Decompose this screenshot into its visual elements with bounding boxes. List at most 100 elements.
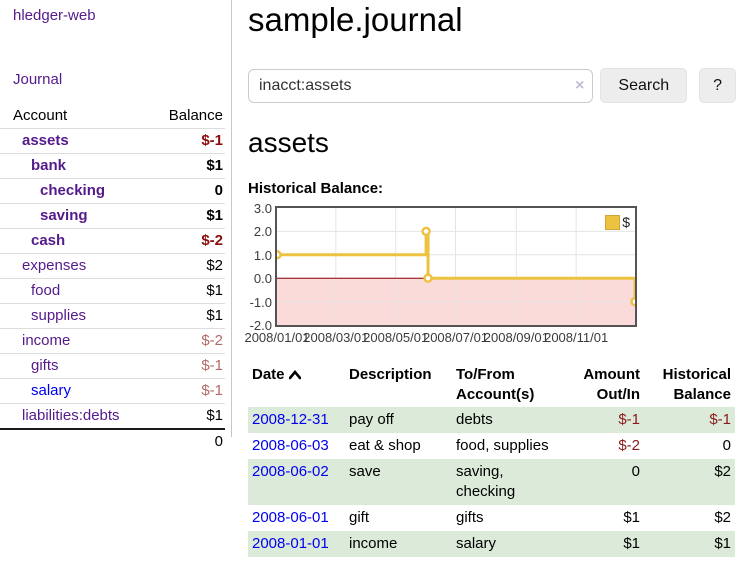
transaction-amount: $1 — [623, 535, 640, 552]
data-point-marker — [630, 296, 635, 307]
transaction-accounts: food, supplies — [456, 437, 549, 454]
transaction-description: income — [349, 535, 398, 552]
account-row: expenses $2 — [0, 253, 225, 279]
search-box: × — [248, 68, 594, 103]
sidebar-item-journal[interactable]: Journal — [13, 71, 63, 88]
account-row: bank $1 — [0, 153, 225, 179]
account-row: cash $-2 — [0, 228, 225, 254]
y-tick-label: 2.0 — [253, 224, 272, 240]
transaction-amount: 0 — [631, 463, 640, 480]
y-tick-label: 3.0 — [253, 201, 272, 216]
account-balance: $-1 — [140, 378, 225, 404]
register-col-amount: Amount Out/In — [583, 366, 640, 403]
transaction-description: eat & shop — [349, 437, 421, 454]
register-col-date[interactable]: Date — [248, 363, 345, 407]
account-link-income[interactable]: income — [22, 332, 71, 349]
account-link-salary[interactable]: salary — [31, 382, 72, 399]
data-point-marker — [421, 226, 431, 237]
accounts-total-balance: 0 — [140, 428, 225, 454]
account-row: salary $-1 — [0, 378, 225, 404]
transaction-accounts: salary — [456, 535, 497, 552]
register-row[interactable]: 2008-01-01 income salary $1 $1 — [248, 531, 735, 557]
account-link-liabilities-debts[interactable]: liabilities:debts — [22, 407, 120, 424]
account-link-gifts[interactable]: gifts — [31, 357, 59, 374]
transaction-date-link[interactable]: 2008-06-02 — [252, 463, 329, 480]
transaction-accounts: gifts — [456, 509, 484, 526]
account-link-food[interactable]: food — [31, 282, 61, 299]
account-row: liabilities:debts $1 — [0, 403, 225, 430]
search-button[interactable]: Search — [600, 68, 688, 103]
account-link-cash[interactable]: cash — [31, 232, 66, 249]
transaction-date-link[interactable]: 2008-06-01 — [252, 509, 329, 526]
register-col-balance: Historical Balance — [662, 366, 731, 403]
account-link-saving[interactable]: saving — [40, 207, 88, 224]
account-balance: $1 — [140, 203, 225, 229]
account-balance: $-1 — [140, 353, 225, 379]
account-link-assets[interactable]: assets — [22, 132, 69, 149]
transaction-balance: $-1 — [709, 411, 731, 428]
y-tick-label: -1.0 — [249, 294, 272, 310]
account-balance: $2 — [140, 253, 225, 279]
data-point-marker — [423, 273, 433, 283]
account-row: assets $-1 — [0, 128, 225, 154]
transaction-description: pay off — [349, 411, 394, 428]
y-tick-label: 1.0 — [253, 247, 272, 263]
app-title-link[interactable]: hledger-web — [13, 7, 96, 24]
search-form: × Search ? — [248, 68, 736, 103]
accounts-col-account: Account — [0, 104, 140, 129]
account-balance: $-2 — [140, 228, 225, 254]
page-title: sample.journal — [248, 1, 463, 38]
register-table: Date Description To/From Account(s) Amou… — [248, 363, 735, 557]
x-tick-label: 2008/07/01 — [422, 330, 489, 345]
register-row[interactable]: 2008-12-31 pay off debts $-1 $-1 — [248, 407, 735, 433]
account-balance: $1 — [140, 403, 225, 430]
app-title: hledger-web — [0, 0, 231, 24]
transaction-amount: $-1 — [618, 411, 640, 428]
transaction-date-link[interactable]: 2008-06-03 — [252, 437, 329, 454]
account-row: income $-2 — [0, 328, 225, 354]
transaction-description: save — [349, 463, 381, 480]
transaction-amount: $-2 — [618, 437, 640, 454]
transaction-date-link[interactable]: 2008-01-01 — [252, 535, 329, 552]
account-row: checking 0 — [0, 178, 225, 204]
sort-ascending-icon — [288, 366, 301, 386]
register-row[interactable]: 2008-06-02 save saving, checking 0 $2 — [248, 459, 735, 505]
legend-label: $ — [622, 214, 630, 230]
y-tick-label: -2.0 — [249, 318, 272, 333]
accounts-total-row: 0 — [0, 428, 225, 454]
register-row[interactable]: 2008-06-01 gift gifts $1 $2 — [248, 505, 735, 531]
x-tick-label: 2008/01/01 — [244, 330, 310, 345]
search-input[interactable] — [248, 68, 594, 103]
account-balance: $-1 — [140, 128, 225, 154]
account-link-supplies[interactable]: supplies — [31, 307, 87, 324]
account-link-checking[interactable]: checking — [40, 182, 106, 199]
sidebar: hledger-web Journal Account Balance asse… — [0, 0, 232, 454]
register-col-tofrom: To/From Account(s) — [456, 366, 535, 403]
account-balance: $1 — [140, 153, 225, 179]
account-row: saving $1 — [0, 203, 225, 229]
clear-search-icon[interactable]: × — [575, 76, 585, 94]
account-link-bank[interactable]: bank — [31, 157, 67, 174]
register-col-description: Description — [349, 366, 432, 383]
sidebar-nav: Journal — [0, 24, 231, 88]
legend-swatch-icon — [605, 214, 621, 230]
account-row: food $1 — [0, 278, 225, 304]
account-row: supplies $1 — [0, 303, 225, 329]
transaction-date-link[interactable]: 2008-12-31 — [252, 411, 329, 428]
register-header-row: Date Description To/From Account(s) Amou… — [248, 363, 735, 407]
chart-title: Historical Balance: — [248, 180, 384, 197]
chart-canvas — [277, 208, 635, 325]
account-balance: 0 — [140, 178, 225, 204]
account-heading: assets — [248, 127, 329, 158]
chart-plot-area[interactable]: $ — [275, 206, 637, 327]
register-row[interactable]: 2008-06-03 eat & shop food, supplies $-2 0 — [248, 433, 735, 459]
account-link-expenses[interactable]: expenses — [22, 257, 87, 274]
account-balance: $1 — [140, 303, 225, 329]
transaction-balance: 0 — [722, 437, 731, 454]
account-balance: $-2 — [140, 328, 225, 354]
x-tick-label: 2008/03/01 — [303, 330, 369, 345]
help-button[interactable]: ? — [699, 68, 736, 103]
x-tick-label: 2008/11/01 — [544, 330, 609, 345]
transaction-balance: $2 — [714, 463, 731, 480]
